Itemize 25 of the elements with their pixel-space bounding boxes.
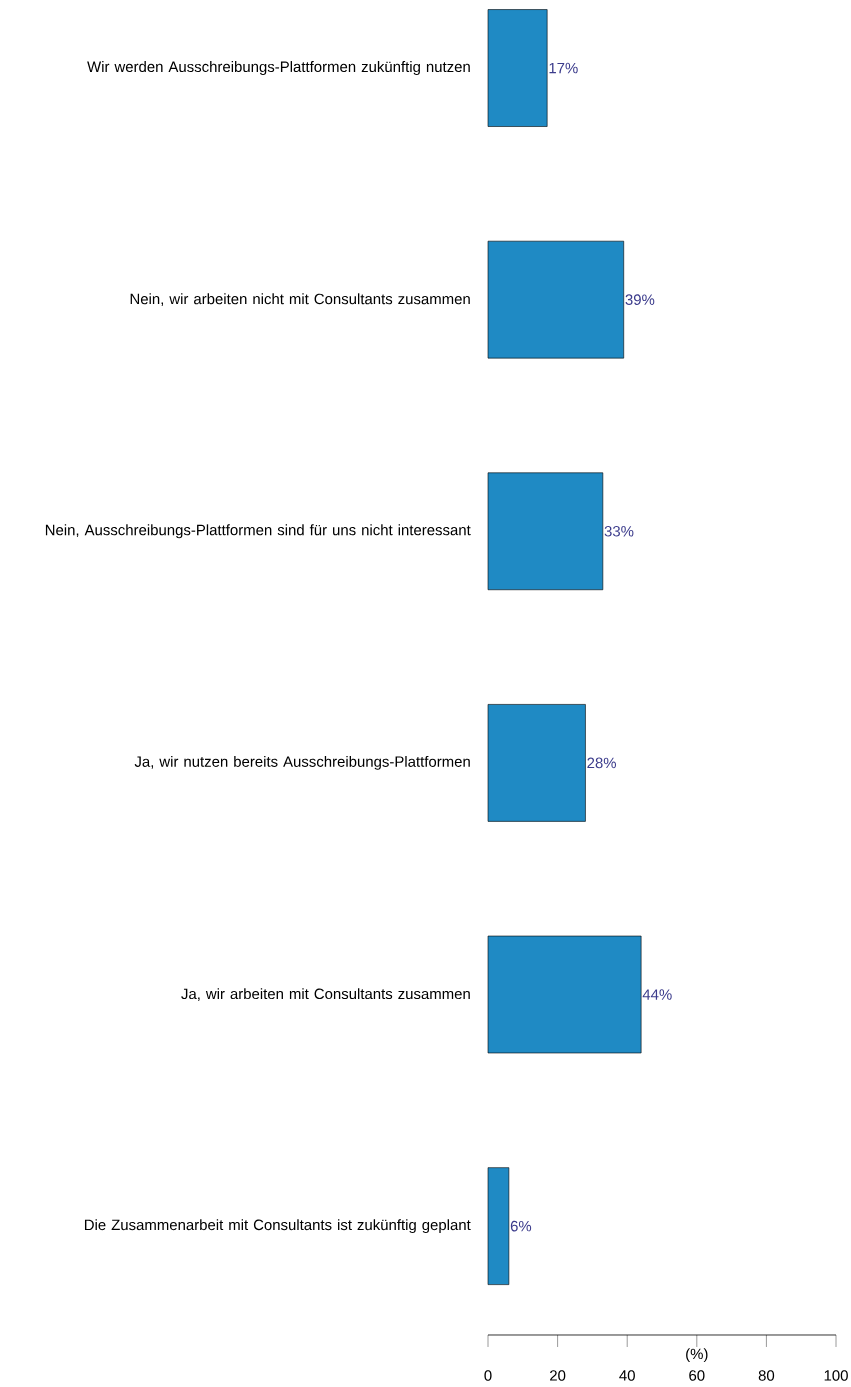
x-tick-label: 0 <box>484 1370 492 1381</box>
x-axis-title: (%) <box>686 1348 708 1363</box>
bar <box>487 704 586 822</box>
data-label: 33% <box>604 525 634 537</box>
y-tick-label: Nein, Ausschreibungs-Plattformen sind für uns nicht interessant <box>45 524 471 539</box>
bar <box>487 472 604 591</box>
data-label: 39% <box>625 294 655 305</box>
data-label: 6% <box>510 1220 532 1232</box>
bar <box>487 1167 510 1285</box>
data-label: 28% <box>587 757 617 769</box>
y-tick-label: Wir werden Ausschreibungs-Plattformen zukünftig nutzen <box>87 61 470 75</box>
data-label: 17% <box>549 62 578 74</box>
x-tick-label: 40 <box>619 1370 635 1381</box>
y-tick-label: Die Zusammenarbeit mit Consultants ist zukünftig geplant <box>84 1219 471 1234</box>
x-tick-label: 100 <box>824 1370 848 1381</box>
x-tick-label: 60 <box>689 1370 705 1381</box>
x-tick-label: 80 <box>758 1370 775 1381</box>
bar <box>487 240 625 359</box>
y-tick-label: Ja, wir arbeiten mit Consultants zusammen <box>181 988 470 1001</box>
y-tick-label: Nein, wir arbeiten nicht mit Consultants zusammen <box>130 293 470 307</box>
x-tick-label: 20 <box>550 1370 566 1381</box>
y-tick-label: Ja, wir nutzen bereits Ausschreibungs-Plattformen <box>134 755 470 770</box>
data-label: 44% <box>642 989 672 1000</box>
bar <box>487 935 642 1054</box>
bar <box>487 9 548 127</box>
